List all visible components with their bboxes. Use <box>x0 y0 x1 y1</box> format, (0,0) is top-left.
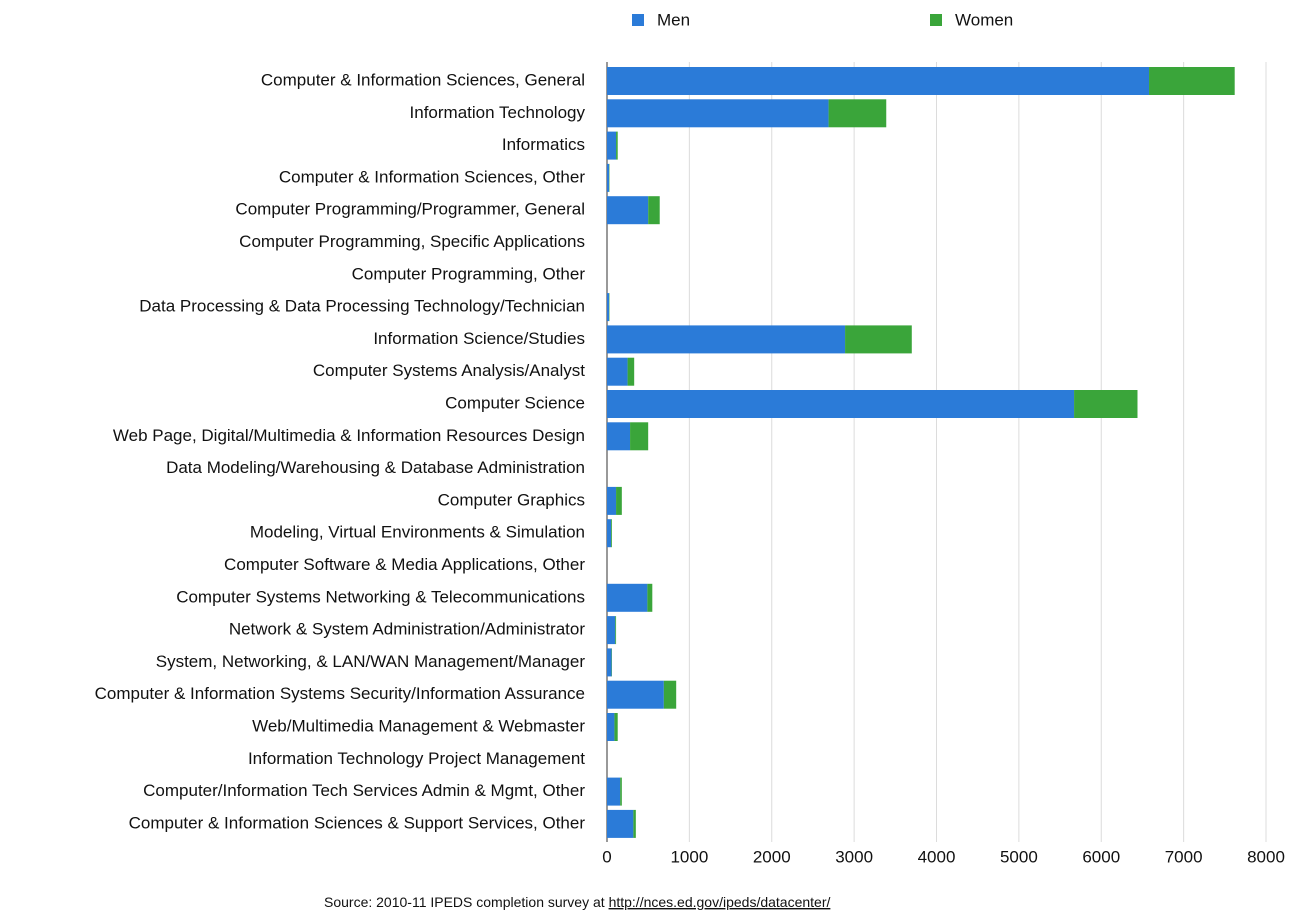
x-tick-label: 6000 <box>1082 847 1120 866</box>
source-link[interactable]: http://nces.ed.gov/ipeds/datacenter/ <box>609 894 831 910</box>
bar-segment <box>607 357 628 386</box>
bar-segment <box>607 67 1150 95</box>
bar-segment <box>633 809 636 838</box>
x-tick-label: 3000 <box>835 847 873 866</box>
bar-segment <box>607 99 829 128</box>
y-tick-label: Data Modeling/Warehousing & Database Adm… <box>166 458 585 477</box>
y-tick-label: Computer & Information Sciences & Suppor… <box>129 813 586 832</box>
bar-segment <box>663 680 677 709</box>
y-tick-label: Information Technology Project Managemen… <box>248 749 585 768</box>
y-tick-label: Information Science/Studies <box>373 329 585 348</box>
bar-segment <box>616 486 622 515</box>
x-tick-label: 0 <box>602 847 611 866</box>
y-tick-label: Computer Science <box>445 393 585 412</box>
bar-segment <box>607 163 610 192</box>
bar-segment <box>615 616 617 645</box>
y-tick-label: Informatics <box>502 135 585 154</box>
bar-segment <box>828 99 887 128</box>
bar-segment <box>607 809 634 838</box>
bar-segment <box>607 325 846 354</box>
y-tick-label: Computer Programming, Specific Applicati… <box>239 232 585 251</box>
x-tick-label: 4000 <box>918 847 956 866</box>
y-tick-label: Computer Systems Analysis/Analyst <box>313 361 585 380</box>
bar-segment <box>607 486 617 515</box>
bar-segment <box>627 357 635 386</box>
source: Source: 2010-11 IPEDS completion survey … <box>324 894 830 910</box>
y-tick-label: Computer Programming, Other <box>352 264 586 283</box>
x-tick-label: 2000 <box>753 847 791 866</box>
x-tick-label: 5000 <box>1000 847 1038 866</box>
y-tick-label: Network & System Administration/Administ… <box>229 620 586 639</box>
y-tick-label: Computer Graphics <box>438 490 585 509</box>
y-tick-label: Computer & Information Sciences, Other <box>279 167 585 186</box>
legend-swatch <box>632 14 644 26</box>
source-text: Source: 2010-11 IPEDS completion survey … <box>324 894 605 910</box>
y-tick-label: Computer Systems Networking & Telecommun… <box>176 587 585 606</box>
bar-segment <box>611 519 612 548</box>
bar-segment <box>607 616 616 645</box>
bar-segment <box>630 422 649 451</box>
bar-segment <box>607 196 649 225</box>
y-tick-label: System, Networking, & LAN/WAN Management… <box>156 652 586 671</box>
legend-label: Men <box>657 10 690 29</box>
y-tick-label: Data Processing & Data Processing Techno… <box>139 297 585 316</box>
bar-segment <box>607 648 612 677</box>
bar-segment <box>607 390 1075 418</box>
y-tick-label: Modeling, Virtual Environments & Simulat… <box>250 523 585 542</box>
bar-segment <box>1149 67 1235 95</box>
x-tick-label: 8000 <box>1247 847 1285 866</box>
y-tick-label: Computer & Information Sciences, General <box>261 70 585 89</box>
y-tick-label: Computer & Information Systems Security/… <box>95 684 585 703</box>
legend-label: Women <box>955 10 1013 29</box>
bar-segment <box>614 713 618 741</box>
bar-segment <box>607 422 631 451</box>
bar-segment <box>607 519 612 548</box>
bar-segment <box>647 583 653 612</box>
y-tick-label: Web/Multimedia Management & Webmaster <box>252 716 585 735</box>
bar-segment <box>607 131 617 160</box>
bar-segment <box>648 196 660 225</box>
bar-segment <box>845 325 912 354</box>
y-tick-label: Web Page, Digital/Multimedia & Informati… <box>113 426 585 445</box>
bar-segment <box>607 680 664 709</box>
bar-segment <box>607 583 648 612</box>
x-tick-label: 1000 <box>670 847 708 866</box>
bar-segment <box>616 131 618 160</box>
y-tick-label: Computer Software & Media Applications, … <box>224 555 585 574</box>
bar-segment <box>607 713 615 741</box>
y-tick-label: Computer/Information Tech Services Admin… <box>143 781 585 800</box>
bar-segment <box>607 777 621 806</box>
bar-segment <box>1074 390 1138 418</box>
y-tick-label: Information Technology <box>410 103 586 122</box>
legend-swatch <box>930 14 942 26</box>
y-tick-label: Computer Programming/Programmer, General <box>235 200 585 219</box>
bar-segment <box>607 293 610 322</box>
bar-segment <box>620 777 622 806</box>
x-tick-label: 7000 <box>1165 847 1203 866</box>
